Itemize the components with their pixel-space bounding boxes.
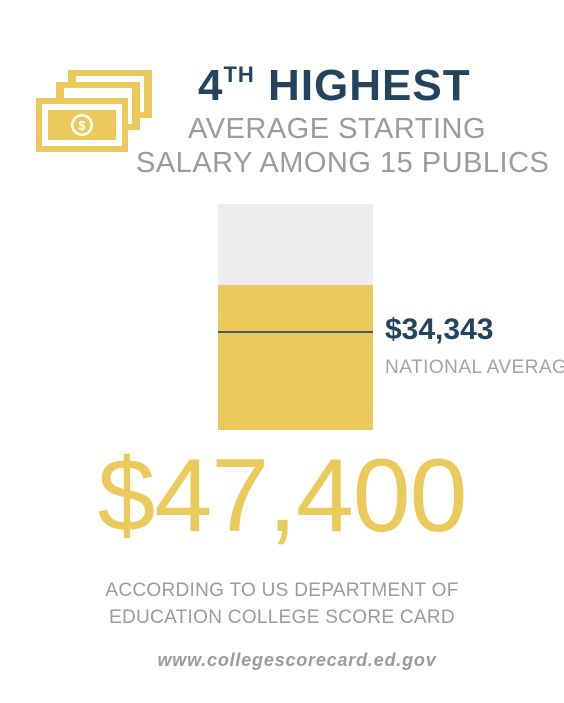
national-average-label: NATIONAL AVERAGE [385, 357, 564, 378]
rank-suffix: TH [223, 62, 255, 87]
money-stack-icon: $ [36, 70, 152, 152]
source-line-2: EDUCATION COLLEGE SCORE CARD [109, 607, 455, 628]
salary-gauge-track [218, 204, 373, 430]
rank-word: HIGHEST [268, 61, 471, 110]
national-average-value: $34,343 [385, 313, 494, 346]
subtitle-line-1: AVERAGE STARTING [188, 113, 487, 145]
source-line-1: ACCORDING TO US DEPARTMENT OF [105, 580, 459, 601]
svg-text:$: $ [78, 118, 86, 133]
average-salary-value: $47,400 [97, 438, 468, 554]
headline-rank: 4TH HIGHEST [198, 60, 471, 112]
rank-number: 4 [198, 61, 224, 110]
salary-gauge-fill [218, 285, 373, 430]
source-url: www.collegescorecard.ed.gov [157, 650, 437, 670]
subtitle-line-2: SALARY AMONG 15 PUBLICS [136, 147, 550, 179]
national-average-marker [218, 331, 373, 333]
